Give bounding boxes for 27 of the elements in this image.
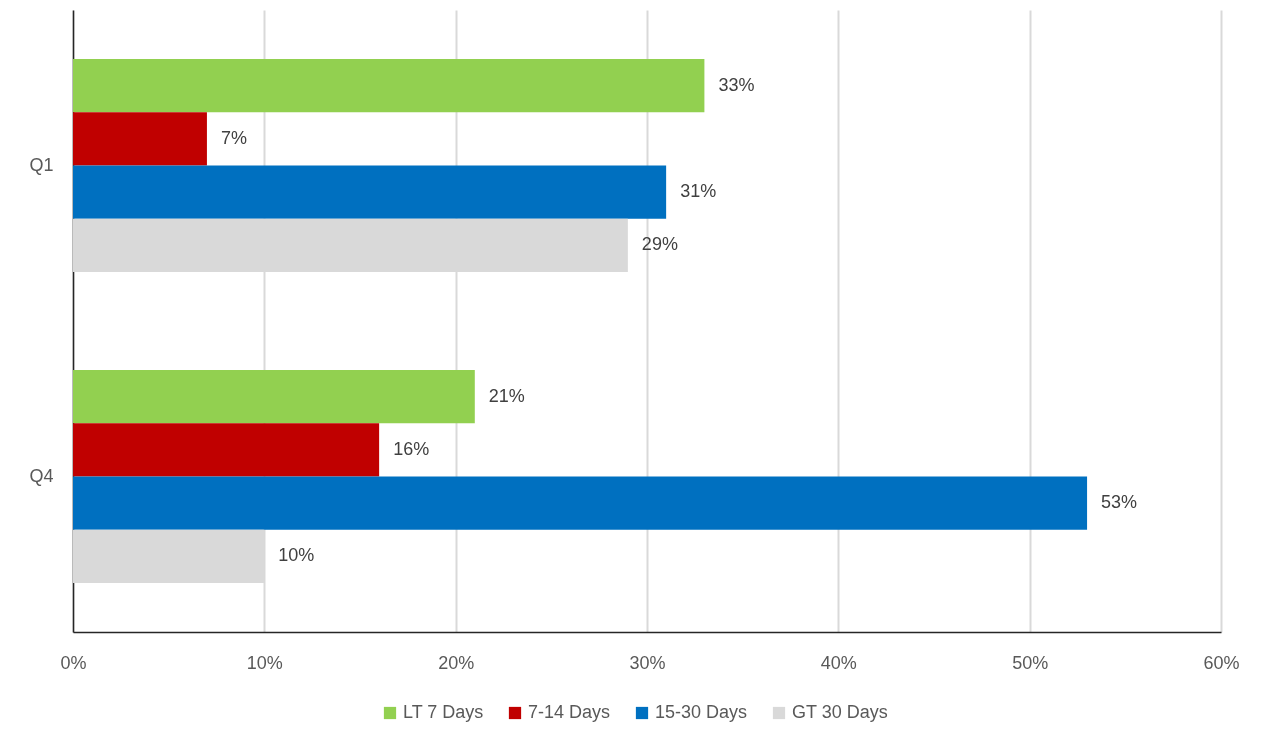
- data-label: 10%: [278, 545, 315, 566]
- data-label: 29%: [641, 234, 678, 255]
- y-tick-label: Q4: [29, 465, 54, 486]
- x-tick-label: 0%: [60, 652, 87, 673]
- data-label: 31%: [680, 181, 717, 202]
- x-tick-label: 10%: [246, 652, 283, 673]
- bar: [73, 476, 1088, 530]
- x-tick-label: 30%: [629, 652, 666, 673]
- legend-label: 15-30 Days: [655, 702, 748, 722]
- x-tick-label: 20%: [438, 652, 475, 673]
- data-label: 16%: [393, 438, 430, 459]
- bar: [73, 165, 667, 219]
- data-label: 33%: [718, 74, 755, 95]
- data-label: 7%: [220, 127, 247, 148]
- y-tick-label: Q1: [29, 154, 54, 175]
- bar: [73, 58, 705, 113]
- x-tick-label: 60%: [1203, 652, 1240, 673]
- bar: [73, 369, 475, 424]
- legend-label: GT 30 Days: [792, 702, 888, 722]
- data-label: 21%: [488, 385, 525, 406]
- x-tick-label: 40%: [820, 652, 857, 673]
- data-label: 53%: [1101, 492, 1138, 513]
- bar: [73, 423, 380, 477]
- bar: [73, 112, 207, 166]
- x-tick-label: 50%: [1012, 652, 1049, 673]
- legend-label: LT 7 Days: [403, 702, 484, 722]
- legend-label: 7-14 Days: [528, 702, 611, 722]
